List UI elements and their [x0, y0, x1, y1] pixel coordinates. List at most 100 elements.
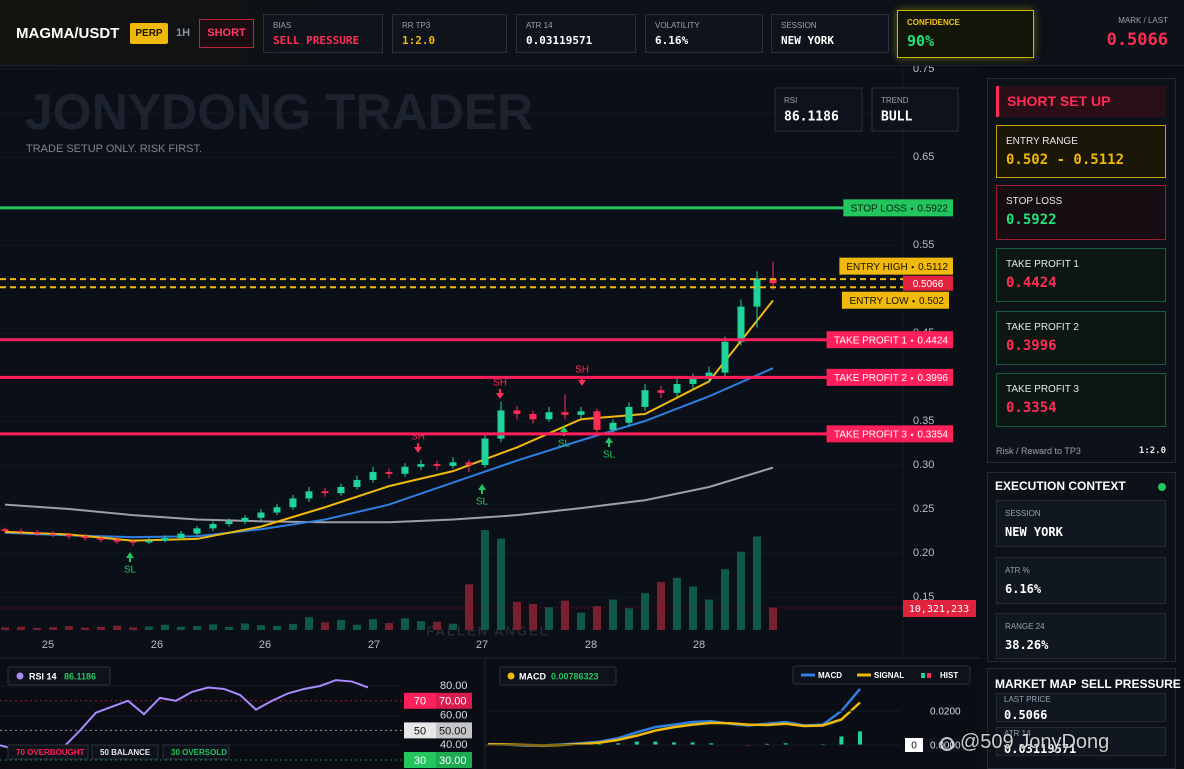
macd-hist — [634, 741, 639, 745]
exec-card-value: NEW YORK — [1005, 525, 1063, 539]
legend-label: MACD — [818, 671, 842, 680]
last-price-bg — [903, 275, 953, 291]
volume-label: 10,321,233 — [909, 604, 969, 615]
volume-bar — [609, 599, 617, 630]
candle-body — [209, 523, 217, 529]
level-value: 0.4424 — [917, 335, 948, 346]
volume-bar — [225, 626, 233, 630]
stat-box: RR TP3 1:2.0 — [392, 14, 507, 53]
legend-label: SIGNAL — [874, 671, 904, 680]
setup-title-box: SHORT SET UP — [996, 86, 1166, 117]
exec-card-label: ATR % — [1005, 566, 1030, 575]
macd-hist — [690, 742, 695, 745]
candle-body — [737, 306, 745, 342]
stat-value: 1:2.0 — [402, 34, 436, 47]
swing-arrow — [126, 552, 134, 562]
exec-card: SESSION NEW YORK — [996, 500, 1166, 547]
volume-bar — [401, 618, 409, 630]
confidence-box: CONFIDENCE 90% — [897, 10, 1034, 58]
candle-body — [705, 372, 713, 379]
legend-label: 50 BALANCE — [100, 748, 151, 757]
exec-card: ATR % 6.16% — [996, 557, 1166, 604]
candle-body — [193, 528, 201, 534]
watermark: JONYDONG TRADER — [25, 84, 533, 140]
rsi-level-label: 50.00 — [439, 725, 467, 737]
candle-body — [129, 541, 137, 543]
candle-body — [65, 534, 73, 537]
level-name: TAKE PROFIT 1 — [834, 335, 907, 346]
candle-body — [353, 479, 361, 487]
confidence-label: CONFIDENCE — [907, 18, 960, 27]
level-separator — [910, 339, 914, 342]
map-card-value: 0.03119571 — [1004, 742, 1077, 756]
x-tick-label: 25 — [42, 639, 54, 651]
swing-label: SL — [603, 450, 616, 461]
level-label: 0.502 ENTRY LOW — [841, 291, 949, 309]
setup-card-value: 0.502 - 0.5112 — [1006, 152, 1125, 168]
legend-label: 30 OVERSOLD — [171, 748, 227, 757]
rsi-level-value: 70 — [414, 696, 426, 708]
rsi-level-value: 50 — [414, 725, 426, 737]
level-separator — [910, 207, 914, 211]
volume-bar — [641, 593, 649, 630]
symbol: MAGMA/USDT — [16, 25, 120, 42]
macd-legend — [792, 665, 971, 685]
exec-card-value: 6.16% — [1005, 582, 1042, 596]
candle-body — [769, 278, 777, 284]
exec-title: EXECUTION CONTEXT — [995, 479, 1126, 493]
volume-bar — [241, 623, 249, 630]
candle-body — [593, 411, 601, 430]
candle-body — [17, 531, 25, 532]
rsi-level-box — [404, 722, 436, 739]
volume-bar — [337, 620, 345, 630]
level-name: TAKE PROFIT 2 — [834, 373, 907, 384]
level-label-bg — [826, 425, 953, 443]
volume-bar — [305, 617, 313, 630]
level-separator — [910, 433, 914, 437]
candle-body — [369, 472, 377, 480]
rsi-title: RSI 14 — [29, 671, 57, 681]
volume-bar — [17, 626, 25, 630]
candle-body — [529, 413, 537, 420]
volume-bar — [209, 624, 217, 630]
volume-bar — [737, 551, 745, 630]
level-label-bg — [826, 331, 953, 349]
stat-label: SESSION — [781, 21, 817, 30]
overlay-watermark: @509 JonyDong — [960, 731, 1110, 753]
level-label: 0.5112 ENTRY HIGH — [839, 257, 953, 275]
y-tick-label: 0.65 — [913, 151, 934, 163]
volume-bar — [353, 624, 361, 630]
candle-body — [721, 341, 729, 373]
setup-card-label: ENTRY RANGE — [1006, 136, 1078, 147]
macd-hist — [858, 731, 862, 745]
candle-body — [625, 406, 633, 423]
y-tick-label: 0.35 — [913, 415, 934, 427]
level-value: 0.5922 — [917, 204, 948, 215]
moving-average — [4, 466, 774, 524]
candle-body — [225, 521, 233, 524]
level-separator — [912, 300, 915, 303]
candle-body — [337, 487, 345, 494]
volume-bar — [161, 624, 169, 630]
subtitle: TRADE SETUP ONLY. RISK FIRST. — [26, 143, 202, 155]
candle-body — [689, 378, 697, 385]
volume-bar — [433, 621, 441, 630]
watermark-icon — [940, 737, 954, 751]
stat-box: VOLATILITY 6.16% — [645, 14, 763, 53]
candle-body — [753, 278, 761, 307]
candle-body — [513, 410, 521, 414]
setup-card: TAKE PROFIT 2 0.3996 — [996, 311, 1166, 365]
candle-body — [241, 517, 249, 522]
candle-body — [481, 438, 489, 465]
candle-body — [289, 498, 297, 508]
swing-arrow — [560, 426, 568, 436]
setup-footer-label: Risk / Reward to TP3 — [996, 446, 1081, 456]
macd-hist — [765, 743, 769, 745]
candle-body — [161, 538, 169, 541]
macd-value: 0.00786323 — [551, 671, 599, 681]
swing-arrow — [578, 376, 586, 386]
volume-bar — [97, 626, 105, 630]
map-title: MARKET MAP — [995, 677, 1077, 691]
volume-bar — [497, 538, 505, 630]
